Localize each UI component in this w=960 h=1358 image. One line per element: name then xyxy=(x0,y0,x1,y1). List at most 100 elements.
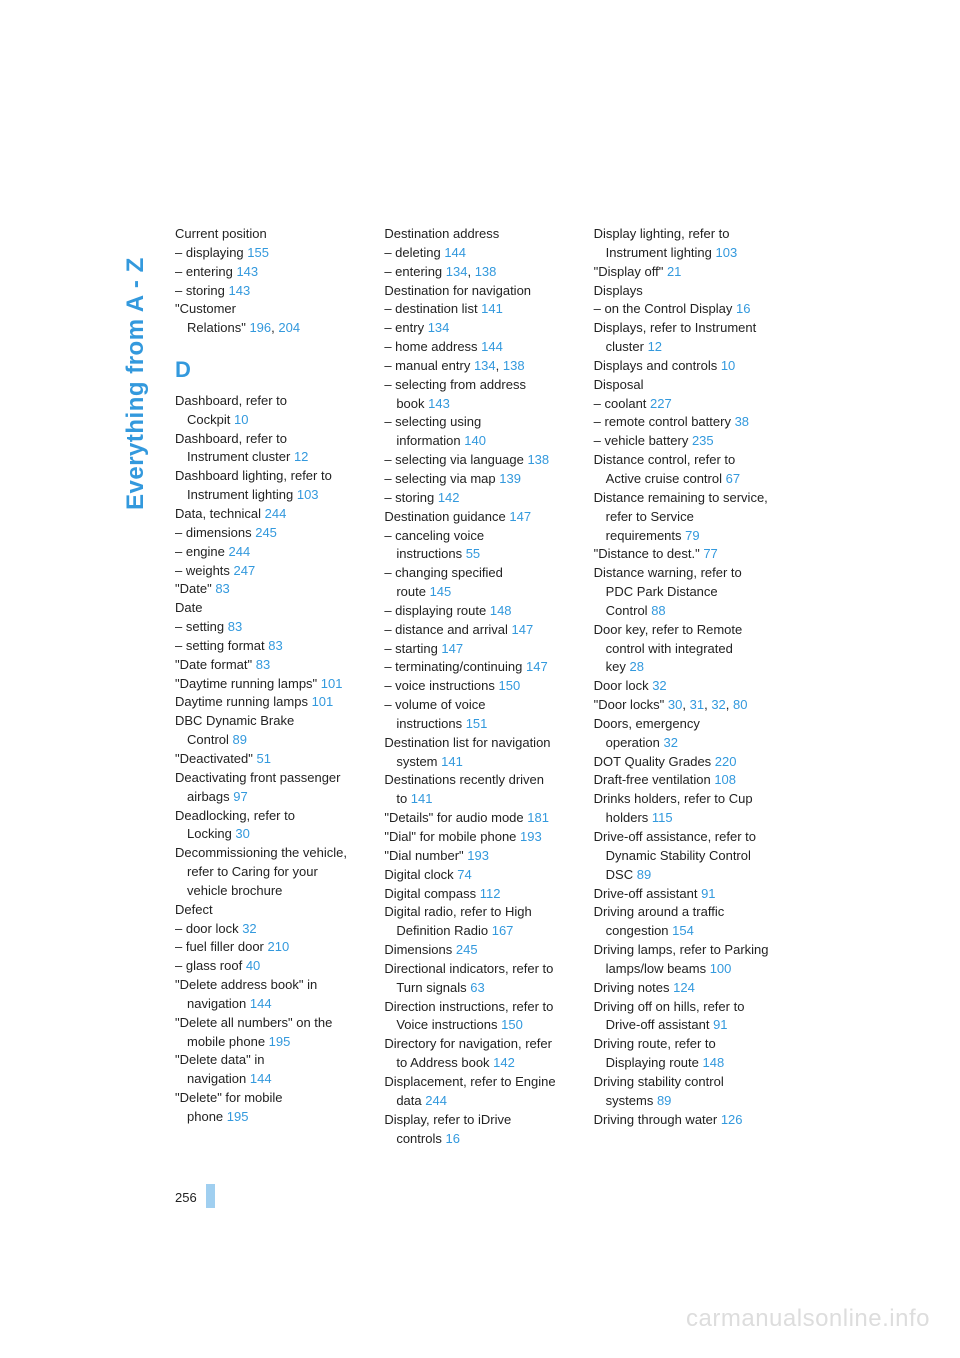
page-reference[interactable]: 151 xyxy=(466,716,488,731)
page-reference[interactable]: 40 xyxy=(246,958,260,973)
page-reference[interactable]: 89 xyxy=(637,867,651,882)
index-entry-text: Doors, emergency xyxy=(594,716,700,731)
page-reference[interactable]: 77 xyxy=(703,546,717,561)
page-reference[interactable]: 38 xyxy=(735,414,749,429)
page-reference[interactable]: 148 xyxy=(490,603,512,618)
page-reference[interactable]: 147 xyxy=(526,659,548,674)
page-reference[interactable]: 134 xyxy=(446,264,468,279)
page-reference[interactable]: 21 xyxy=(667,264,681,279)
page-reference[interactable]: 12 xyxy=(294,449,308,464)
page-reference[interactable]: 31 xyxy=(690,697,704,712)
page-reference[interactable]: 143 xyxy=(228,283,250,298)
page-reference[interactable]: 244 xyxy=(265,506,287,521)
page-reference[interactable]: 154 xyxy=(672,923,694,938)
page-reference[interactable]: 115 xyxy=(652,810,673,825)
page-reference[interactable]: 89 xyxy=(657,1093,671,1108)
page-reference[interactable]: 142 xyxy=(493,1055,515,1070)
page-reference[interactable]: 138 xyxy=(475,264,497,279)
page-reference[interactable]: 247 xyxy=(234,563,256,578)
index-entry-text: Defect xyxy=(175,902,213,917)
page-reference[interactable]: 134 xyxy=(474,358,496,373)
page-reference[interactable]: 16 xyxy=(736,301,750,316)
page-reference[interactable]: 63 xyxy=(470,980,484,995)
page-reference[interactable]: 220 xyxy=(715,754,737,769)
index-entry: holders 115 xyxy=(594,809,785,828)
index-entry-text: – engine xyxy=(175,544,229,559)
page-reference[interactable]: 97 xyxy=(233,789,247,804)
page-reference[interactable]: 83 xyxy=(268,638,282,653)
page-reference[interactable]: 103 xyxy=(716,245,738,260)
page-reference[interactable]: 88 xyxy=(651,603,665,618)
page-reference[interactable]: 83 xyxy=(215,581,229,596)
page-reference[interactable]: 138 xyxy=(503,358,525,373)
page-reference[interactable]: 141 xyxy=(441,754,463,769)
page-reference[interactable]: 139 xyxy=(499,471,521,486)
page-reference[interactable]: 193 xyxy=(520,829,542,844)
page-reference[interactable]: 112 xyxy=(480,886,501,901)
page-reference[interactable]: 147 xyxy=(509,509,531,524)
page-reference[interactable]: 147 xyxy=(512,622,534,637)
page-reference[interactable]: 150 xyxy=(499,678,521,693)
page-reference[interactable]: 144 xyxy=(481,339,503,354)
page-reference[interactable]: 101 xyxy=(312,694,334,709)
page-reference[interactable]: 143 xyxy=(428,396,450,411)
page-reference[interactable]: 195 xyxy=(227,1109,249,1124)
page-reference[interactable]: 126 xyxy=(721,1112,743,1127)
page-reference[interactable]: 155 xyxy=(247,245,269,260)
page-reference[interactable]: 10 xyxy=(234,412,248,427)
page-reference[interactable]: 138 xyxy=(527,452,549,467)
page-reference[interactable]: 140 xyxy=(464,433,486,448)
page-reference[interactable]: 210 xyxy=(268,939,290,954)
page-reference[interactable]: 74 xyxy=(457,867,471,882)
page-reference[interactable]: 134 xyxy=(428,320,450,335)
page-reference[interactable]: 101 xyxy=(321,676,343,691)
page-reference[interactable]: 227 xyxy=(650,396,672,411)
page-reference[interactable]: 235 xyxy=(692,433,714,448)
page-reference[interactable]: 12 xyxy=(648,339,662,354)
page-reference[interactable]: 144 xyxy=(250,996,272,1011)
page-reference[interactable]: 144 xyxy=(250,1071,272,1086)
page-reference[interactable]: 32 xyxy=(652,678,666,693)
page-reference[interactable]: 91 xyxy=(713,1017,727,1032)
page-reference[interactable]: 91 xyxy=(701,886,715,901)
page-reference[interactable]: 10 xyxy=(721,358,735,373)
page-reference[interactable]: 245 xyxy=(255,525,277,540)
page-reference[interactable]: 32 xyxy=(663,735,677,750)
page-reference[interactable]: 145 xyxy=(430,584,452,599)
page-reference[interactable]: 244 xyxy=(425,1093,447,1108)
page-reference[interactable]: 141 xyxy=(411,791,433,806)
page-reference[interactable]: 51 xyxy=(257,751,271,766)
page-reference[interactable]: 124 xyxy=(673,980,695,995)
page-reference[interactable]: 103 xyxy=(297,487,319,502)
page-reference[interactable]: 28 xyxy=(630,659,644,674)
page-reference[interactable]: 141 xyxy=(481,301,503,316)
page-reference[interactable]: 79 xyxy=(685,528,699,543)
page-reference[interactable]: 181 xyxy=(527,810,549,825)
page-reference[interactable]: 16 xyxy=(445,1131,459,1146)
page-reference[interactable]: 148 xyxy=(702,1055,724,1070)
page-reference[interactable]: 244 xyxy=(229,544,251,559)
page-reference[interactable]: 83 xyxy=(256,657,270,672)
page-reference[interactable]: 83 xyxy=(228,619,242,634)
page-reference[interactable]: 143 xyxy=(236,264,258,279)
page-reference[interactable]: 167 xyxy=(492,923,514,938)
page-reference[interactable]: 67 xyxy=(726,471,740,486)
page-reference[interactable]: 30 xyxy=(235,826,249,841)
page-reference[interactable]: 196 xyxy=(249,320,271,335)
page-reference[interactable]: 195 xyxy=(269,1034,291,1049)
page-reference[interactable]: 100 xyxy=(710,961,732,976)
page-reference[interactable]: 89 xyxy=(233,732,247,747)
page-reference[interactable]: 144 xyxy=(444,245,466,260)
page-reference[interactable]: 108 xyxy=(714,772,736,787)
page-reference[interactable]: 193 xyxy=(467,848,489,863)
page-reference[interactable]: 55 xyxy=(466,546,480,561)
page-reference[interactable]: 32 xyxy=(242,921,256,936)
page-reference[interactable]: 30 xyxy=(668,697,682,712)
page-reference[interactable]: 147 xyxy=(441,641,463,656)
page-reference[interactable]: 150 xyxy=(501,1017,523,1032)
page-reference[interactable]: 204 xyxy=(278,320,300,335)
page-reference[interactable]: 142 xyxy=(438,490,460,505)
page-reference[interactable]: 245 xyxy=(456,942,478,957)
page-reference[interactable]: 80 xyxy=(733,697,747,712)
page-reference[interactable]: 32 xyxy=(711,697,725,712)
